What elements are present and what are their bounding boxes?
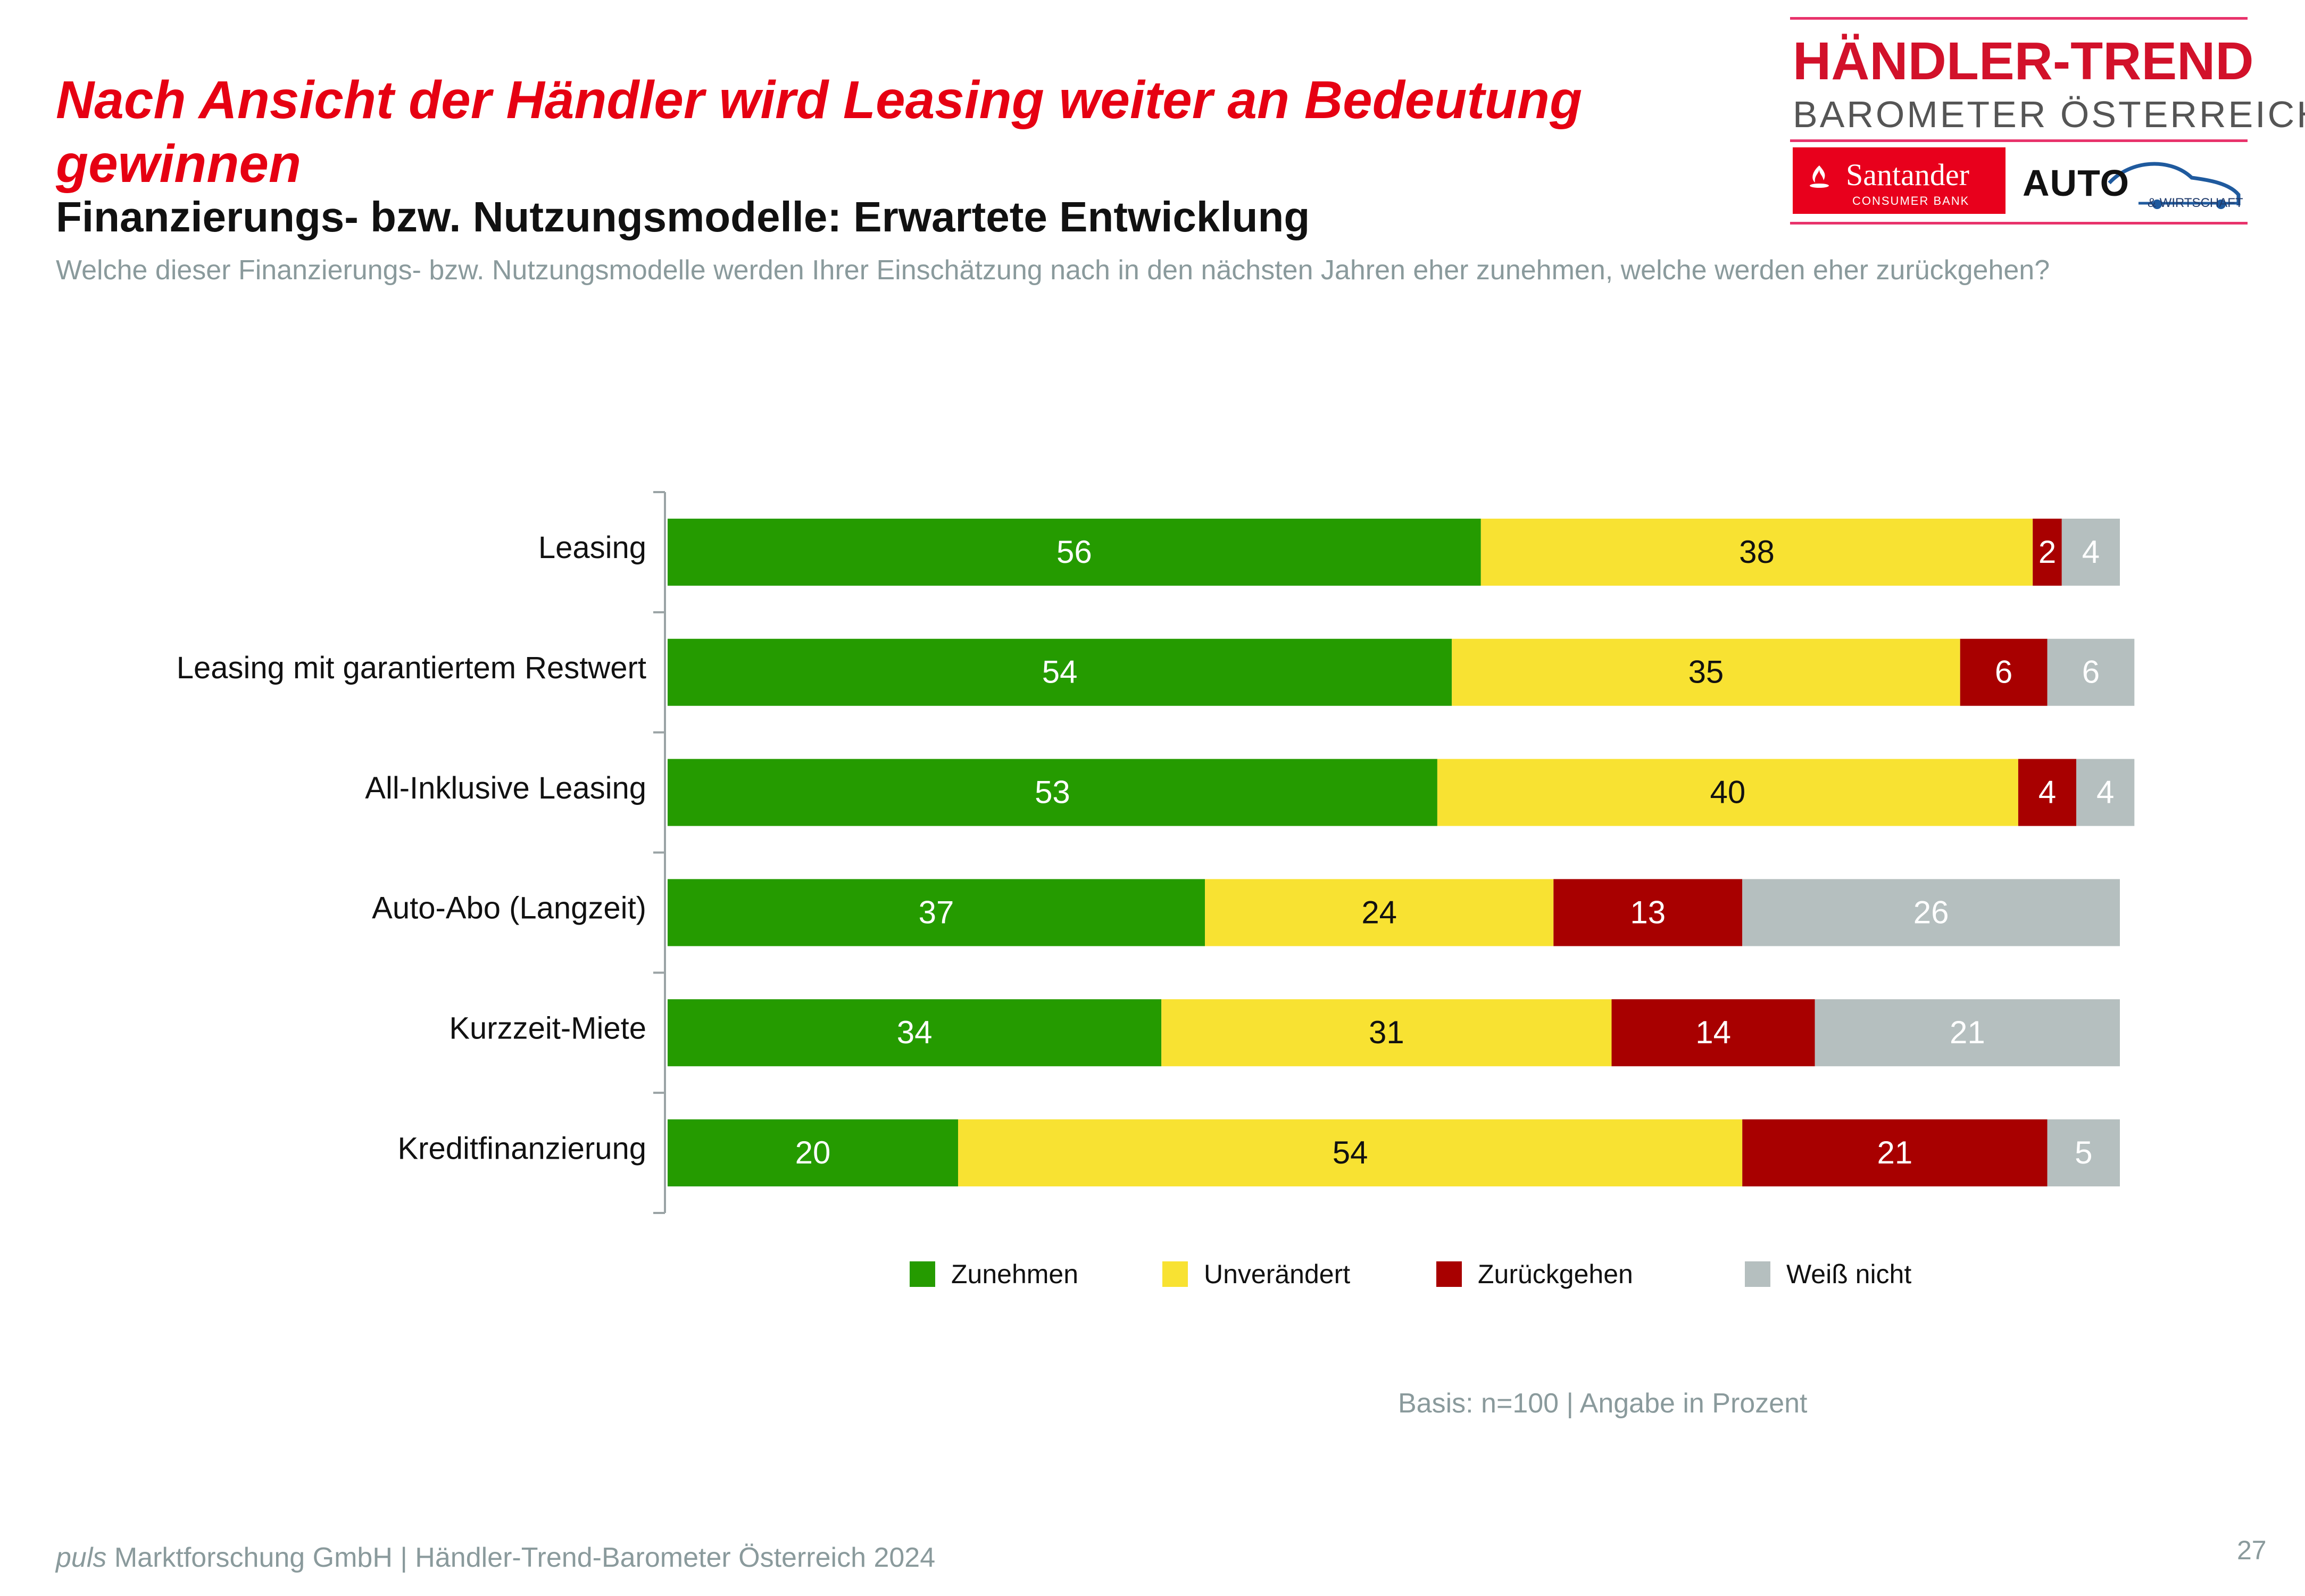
data-label: 14 <box>1695 1015 1731 1050</box>
page-number: 27 <box>2237 1535 2267 1565</box>
logo-title: HÄNDLER-TREND <box>1793 31 2254 91</box>
car-swoosh-icon <box>2108 162 2241 209</box>
data-label: 26 <box>1913 894 1949 930</box>
footer-company-italic: puls <box>56 1542 107 1573</box>
category-label: All-Inklusive Leasing <box>365 771 646 805</box>
bar-segment <box>668 518 1481 586</box>
legend-item: Zurückgehen <box>1436 1256 1633 1293</box>
bar-segment <box>1742 1119 2048 1187</box>
footer-text: Marktforschung GmbH | Händler-Trend-Baro… <box>106 1542 936 1573</box>
data-label: 5 <box>2075 1135 2092 1170</box>
bar-segment <box>1437 759 2018 826</box>
data-label: 53 <box>1035 774 1070 810</box>
data-label: 38 <box>1739 534 1775 570</box>
data-label: 54 <box>1333 1135 1368 1170</box>
legend-swatch <box>1745 1261 1770 1287</box>
bar-segment <box>2061 518 2120 586</box>
logo-divider <box>1790 222 2248 225</box>
page-title: Nach Ansicht der Händler wird Leasing we… <box>56 70 1583 194</box>
data-label: 40 <box>1710 774 1746 810</box>
data-label: 2 <box>2038 534 2056 570</box>
legend-label: Unverändert <box>1204 1259 1351 1289</box>
data-label: 4 <box>2038 774 2056 810</box>
bar-segment <box>1742 879 2120 946</box>
bar-segment <box>1205 879 1554 946</box>
bar-segment <box>668 638 1452 706</box>
data-label: 37 <box>919 894 954 930</box>
bar-segment <box>1611 999 1815 1067</box>
legend-item: Unverändert <box>1162 1256 1350 1293</box>
bar-segment <box>1815 999 2120 1067</box>
legend-swatch <box>1162 1261 1188 1287</box>
chart-subtitle: Finanzierungs- bzw. Nutzungsmodelle: Erw… <box>56 193 1310 240</box>
bar-segment <box>1452 638 1960 706</box>
data-label: 6 <box>2082 654 2100 690</box>
data-label: 4 <box>2082 534 2100 570</box>
category-label: Kreditfinanzierung <box>397 1131 646 1166</box>
footer-source: puls Marktforschung GmbH | Händler-Trend… <box>56 1542 935 1574</box>
data-label: 13 <box>1630 894 1666 930</box>
data-label: 56 <box>1056 534 1092 570</box>
logo-divider <box>1790 17 2248 20</box>
data-label: 35 <box>1688 654 1724 690</box>
legend-swatch <box>910 1261 935 1287</box>
legend-swatch <box>1436 1261 1462 1287</box>
bar-segment <box>668 879 1205 946</box>
data-label: 21 <box>1877 1135 1912 1170</box>
legend-item: Weiß nicht <box>1745 1256 1911 1293</box>
bar-segment <box>2047 638 2135 706</box>
auto-name: AUTO <box>2023 162 2130 204</box>
category-label: Auto-Abo (Langzeit) <box>372 891 646 926</box>
data-label: 24 <box>1361 894 1397 930</box>
santander-logo: Santander CONSUMER BANK <box>1793 147 2006 214</box>
legend-label: Zunehmen <box>951 1259 1079 1289</box>
bar-segment <box>958 1119 1743 1187</box>
santander-name: Santander <box>1846 157 1969 192</box>
data-label: 34 <box>897 1015 933 1050</box>
data-label: 20 <box>795 1135 831 1170</box>
chart-legend: Zunehmen Unverändert Zurückgehen Weiß nicht <box>0 1256 2305 1293</box>
flame-icon <box>1810 165 1829 188</box>
bar-segment <box>2076 759 2135 826</box>
legend-label: Weiß nicht <box>1786 1259 1912 1289</box>
bar-segment <box>2018 759 2077 826</box>
bar-segment <box>1960 638 2048 706</box>
haendler-trend-logo: HÄNDLER-TREND BAROMETER ÖSTERREICH Santa… <box>1790 17 2305 227</box>
bar-segment <box>1553 879 1743 946</box>
basis-note: Basis: n=100 | Angabe in Prozent <box>1398 1388 1808 1419</box>
bar-segment <box>2033 518 2062 586</box>
category-label: Kurzzeit-Miete <box>449 1011 646 1046</box>
category-label: Leasing mit garantiertem Restwert <box>177 651 646 685</box>
data-label: 54 <box>1042 654 1078 690</box>
bar-segment <box>1480 518 2033 586</box>
auto-subline: & WIRTSCHAFT <box>2148 196 2243 210</box>
data-label: 6 <box>1995 654 2012 690</box>
auto-wirtschaft-logo: AUTO & WIRTSCHAFT <box>2016 150 2245 217</box>
data-label: 21 <box>1950 1015 1985 1050</box>
santander-subline: CONSUMER BANK <box>1852 194 1970 207</box>
survey-question: Welche dieser Finanzierungs- bzw. Nutzun… <box>56 255 2050 286</box>
bar-segment <box>668 759 1437 826</box>
category-label: Leasing <box>538 530 646 565</box>
legend-label: Zurückgehen <box>1478 1259 1633 1289</box>
data-label: 31 <box>1369 1015 1404 1050</box>
bar-segment <box>1161 999 1612 1067</box>
bar-segment <box>2047 1119 2120 1187</box>
legend-item: Zunehmen <box>910 1256 1078 1293</box>
bar-segment <box>668 999 1162 1067</box>
data-label: 4 <box>2096 774 2114 810</box>
logo-divider <box>1790 139 2248 142</box>
logo-subtitle: BAROMETER ÖSTERREICH <box>1793 94 2305 135</box>
bar-segment <box>668 1119 958 1187</box>
